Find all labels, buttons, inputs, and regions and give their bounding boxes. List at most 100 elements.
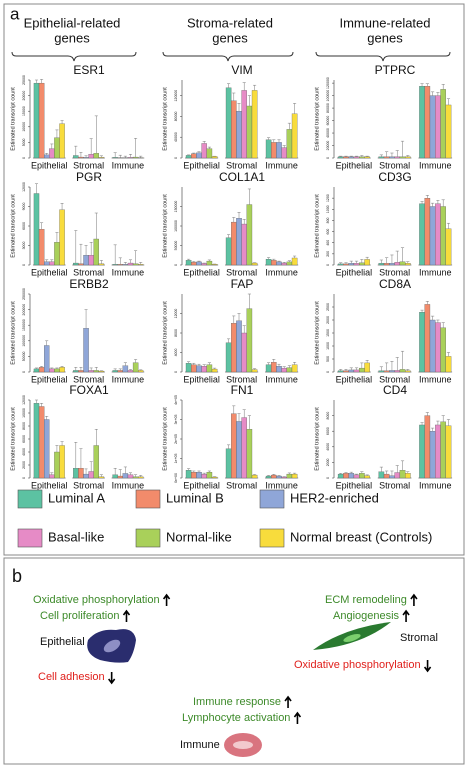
error-bar <box>128 259 133 264</box>
error-bar <box>360 471 364 474</box>
error-bar <box>277 475 281 477</box>
x-tick-label: Stromal <box>73 374 104 384</box>
chart-title: COL1A1 <box>219 170 265 184</box>
error-bar <box>287 472 291 475</box>
bar <box>196 471 202 479</box>
error-bar <box>94 367 98 371</box>
error-bar <box>390 361 394 371</box>
y-tick-label: 800 <box>326 217 330 223</box>
process-label: Immune response <box>193 696 281 708</box>
error-bar <box>94 115 98 154</box>
error-bar <box>406 471 410 474</box>
column-header: Stroma-related <box>187 15 273 30</box>
bar <box>185 260 192 266</box>
error-bar <box>60 203 64 210</box>
y-tick-label: 6000 <box>22 435 26 443</box>
bar <box>112 474 118 479</box>
bar <box>191 364 197 373</box>
y-tick-label: 0 <box>326 264 330 266</box>
bar <box>122 264 129 266</box>
error-bar <box>79 448 83 469</box>
bar <box>112 264 118 266</box>
x-tick-label: Immune <box>112 160 145 170</box>
error-bar <box>60 120 64 124</box>
error-bar <box>94 429 98 446</box>
y-tick-label: 0 <box>174 264 178 266</box>
bar <box>337 156 344 159</box>
error-bar <box>237 413 241 422</box>
bar <box>117 475 123 479</box>
bar <box>246 105 253 159</box>
y-axis-label: Estimated transcript count <box>162 407 168 471</box>
bar <box>185 470 192 479</box>
error-bar <box>267 475 271 477</box>
bar <box>38 406 45 479</box>
bar <box>78 370 84 373</box>
bar <box>59 123 65 159</box>
column-header: genes <box>367 30 403 45</box>
bar <box>405 473 411 479</box>
error-bar <box>360 155 364 157</box>
error-bar <box>40 403 44 407</box>
y-tick-label: 80000 <box>326 103 330 113</box>
y-tick-label: 60000 <box>326 116 330 126</box>
bar <box>383 156 390 159</box>
nucleus <box>233 741 253 749</box>
bar <box>241 90 247 159</box>
error-bar <box>55 445 59 452</box>
error-bar <box>446 222 451 229</box>
bar <box>337 473 344 479</box>
arrow-up <box>410 593 418 606</box>
bar <box>236 421 242 479</box>
bar <box>394 156 401 159</box>
error-bar <box>202 141 206 144</box>
y-tick-label: 50000 <box>174 241 178 251</box>
process-label: Oxidative phosphorylation <box>33 594 160 606</box>
y-tick-label: 12000 <box>174 309 178 319</box>
error-bar <box>446 352 451 357</box>
error-bar <box>431 315 435 320</box>
bar <box>73 468 79 479</box>
bar <box>117 370 123 373</box>
x-tick-label: Epithelial <box>183 374 220 384</box>
y-axis-label: Estimated transcript count <box>162 301 168 365</box>
error-bar <box>113 368 117 371</box>
y-tick-label: 0 <box>22 264 26 266</box>
bar <box>54 368 60 373</box>
x-tick-label: Stromal <box>379 267 410 277</box>
y-tick-label: 20000 <box>326 141 330 151</box>
bar <box>225 448 232 479</box>
bar <box>251 90 258 159</box>
bar <box>265 364 272 373</box>
bar <box>445 228 452 266</box>
bar <box>348 156 355 159</box>
bar <box>251 262 258 266</box>
error-bar <box>287 365 291 368</box>
bar <box>122 473 129 479</box>
bar <box>206 471 213 479</box>
bar <box>201 365 207 373</box>
chart-title: FAP <box>231 277 254 291</box>
bar <box>112 370 118 373</box>
error-bar <box>74 230 78 264</box>
y-tick-label: 200000 <box>22 304 26 316</box>
error-bar <box>390 470 394 476</box>
bar <box>38 367 45 373</box>
bar <box>236 320 242 373</box>
bar <box>38 229 45 266</box>
bar <box>98 476 105 479</box>
x-tick-label: Stromal <box>226 374 257 384</box>
chart-title: FN1 <box>231 383 254 397</box>
error-bar <box>55 129 59 138</box>
bar <box>281 476 287 479</box>
error-bar <box>272 474 276 476</box>
error-bar <box>207 470 211 473</box>
error-bar <box>79 243 83 264</box>
bar <box>54 451 60 479</box>
bar <box>211 476 218 479</box>
y-tick-label: 0 <box>174 371 178 373</box>
bar <box>378 156 385 159</box>
panel-label: b <box>12 566 22 586</box>
nucleus <box>103 639 121 653</box>
y-tick-label: 500 <box>326 356 330 362</box>
